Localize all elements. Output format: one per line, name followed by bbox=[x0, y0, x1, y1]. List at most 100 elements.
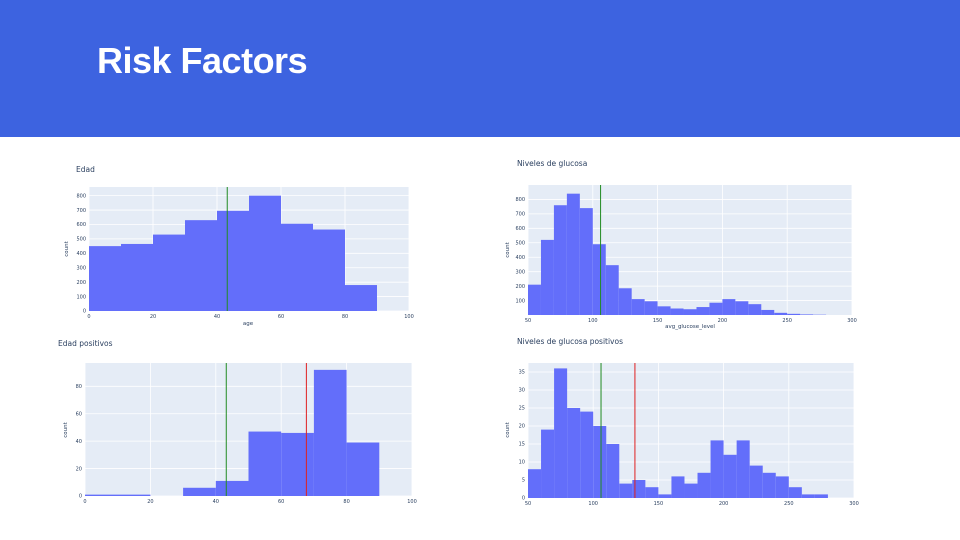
chart-glucosa-positivos: 0 5 10 15 20 25 30 35 50 100 150 200 250 300 Niveles d… bbox=[505, 337, 859, 507]
chart-title: Niveles de glucosa bbox=[517, 159, 587, 168]
histogram-bar bbox=[346, 442, 380, 496]
histogram-bar bbox=[567, 408, 581, 498]
chart-edad-positivos: 0 20 40 60 80 0 20 40 60 80 100 Edad positivos count bbox=[58, 339, 417, 505]
histogram-bar bbox=[710, 440, 724, 498]
x-tick-label: 0 bbox=[83, 499, 86, 505]
chart-title: Edad positivos bbox=[58, 339, 113, 348]
histogram-bar bbox=[645, 487, 659, 498]
histogram-bar bbox=[121, 243, 153, 311]
histogram-bar bbox=[541, 429, 555, 498]
histogram-bar bbox=[281, 223, 313, 311]
histogram-bar bbox=[658, 494, 672, 498]
chart-glucosa: 100 200 300 400 500 600 700 800 50 100 150 200 250 30… bbox=[505, 159, 857, 330]
y-tick-label: 30 bbox=[519, 388, 525, 394]
y-tick-label: 0 bbox=[79, 494, 82, 500]
x-tick-label: 150 bbox=[654, 501, 664, 507]
x-tick-label: 60 bbox=[278, 499, 284, 505]
histogram-bar bbox=[248, 431, 282, 496]
histogram-bar bbox=[684, 483, 698, 498]
histogram-bar bbox=[528, 469, 542, 498]
x-tick-label: 100 bbox=[404, 314, 414, 320]
histogram-bar bbox=[775, 476, 789, 498]
y-axis-label: count bbox=[505, 241, 511, 257]
histogram-bar bbox=[153, 234, 185, 311]
histogram-bar bbox=[540, 239, 554, 315]
x-tick-label: 250 bbox=[782, 318, 792, 324]
histogram-bar bbox=[736, 440, 750, 498]
y-tick-label: 20 bbox=[76, 466, 82, 472]
histogram-bar bbox=[801, 494, 815, 498]
y-tick-label: 800 bbox=[515, 197, 525, 203]
y-tick-label: 20 bbox=[519, 424, 525, 430]
chart-title: Edad bbox=[76, 165, 95, 174]
y-tick-label: 700 bbox=[515, 212, 525, 218]
y-axis-label: count bbox=[64, 240, 70, 256]
histogram-bar bbox=[281, 432, 314, 496]
x-tick-label: 60 bbox=[278, 314, 284, 320]
slide-header: Risk Factors bbox=[0, 0, 960, 137]
histogram-bar bbox=[670, 308, 684, 315]
histogram-bar bbox=[580, 411, 594, 498]
histogram-bar bbox=[592, 244, 606, 315]
x-axis-label: avg_glucose_level bbox=[665, 324, 715, 330]
histogram-bar bbox=[215, 480, 249, 496]
y-tick-label: 700 bbox=[76, 208, 86, 214]
histogram-bar bbox=[683, 309, 697, 315]
histogram-bar bbox=[631, 299, 645, 315]
y-tick-label: 400 bbox=[515, 255, 525, 261]
y-tick-label: 10 bbox=[519, 460, 525, 466]
histogram-bar bbox=[554, 368, 568, 498]
histogram-bar bbox=[249, 195, 281, 311]
histogram-bar bbox=[735, 301, 749, 315]
y-tick-label: 300 bbox=[76, 265, 86, 271]
y-tick-label: 300 bbox=[515, 269, 525, 275]
histogram-bar bbox=[709, 302, 723, 315]
x-tick-label: 300 bbox=[849, 501, 859, 507]
y-tick-label: 800 bbox=[76, 193, 86, 199]
y-axis-label: count bbox=[505, 421, 511, 437]
x-tick-label: 20 bbox=[150, 314, 156, 320]
histogram-bar bbox=[814, 494, 828, 498]
x-tick-label: 80 bbox=[342, 314, 348, 320]
y-tick-label: 80 bbox=[76, 384, 82, 390]
x-tick-label: 0 bbox=[87, 314, 90, 320]
y-tick-label: 400 bbox=[76, 251, 86, 257]
histogram-bar bbox=[217, 210, 249, 311]
histogram-bar bbox=[749, 465, 763, 498]
histogram-bar bbox=[696, 307, 710, 315]
x-tick-label: 20 bbox=[147, 499, 153, 505]
y-axis-label: count bbox=[63, 421, 69, 437]
y-tick-label: 200 bbox=[76, 280, 86, 286]
histogram-bar bbox=[697, 472, 711, 498]
y-tick-label: 600 bbox=[76, 222, 86, 228]
y-tick-label: 60 bbox=[76, 411, 82, 417]
histogram-bar bbox=[528, 284, 541, 315]
y-tick-label: 100 bbox=[515, 298, 525, 304]
histogram-bar bbox=[85, 494, 151, 496]
y-tick-label: 5 bbox=[522, 478, 525, 484]
histogram-bar bbox=[644, 301, 658, 315]
histogram-bar bbox=[671, 476, 685, 498]
x-tick-label: 200 bbox=[719, 501, 729, 507]
histogram-bar bbox=[183, 487, 216, 496]
histogram-bar bbox=[761, 309, 775, 315]
y-tick-label: 600 bbox=[515, 226, 525, 232]
histogram-bar bbox=[579, 208, 593, 315]
histogram-bar bbox=[762, 472, 776, 498]
histogram-bar bbox=[800, 314, 814, 315]
histogram-bar bbox=[618, 288, 632, 315]
y-tick-label: 0 bbox=[522, 496, 525, 502]
histogram-bar bbox=[632, 480, 646, 498]
histogram-bar bbox=[788, 487, 802, 498]
histogram-bar bbox=[774, 312, 788, 315]
x-tick-label: 200 bbox=[718, 318, 728, 324]
y-tick-label: 35 bbox=[519, 370, 525, 376]
chart-edad: 0 100 200 300 400 500 600 700 800 0 20 40 60 80 100 Eda… bbox=[64, 165, 414, 327]
y-tick-label: 40 bbox=[76, 439, 82, 445]
histogram-bar bbox=[748, 304, 762, 315]
x-tick-label: 40 bbox=[213, 499, 219, 505]
y-tick-label: 15 bbox=[519, 442, 525, 448]
x-tick-label: 80 bbox=[343, 499, 349, 505]
y-tick-label: 0 bbox=[83, 309, 86, 315]
x-tick-label: 50 bbox=[525, 318, 531, 324]
